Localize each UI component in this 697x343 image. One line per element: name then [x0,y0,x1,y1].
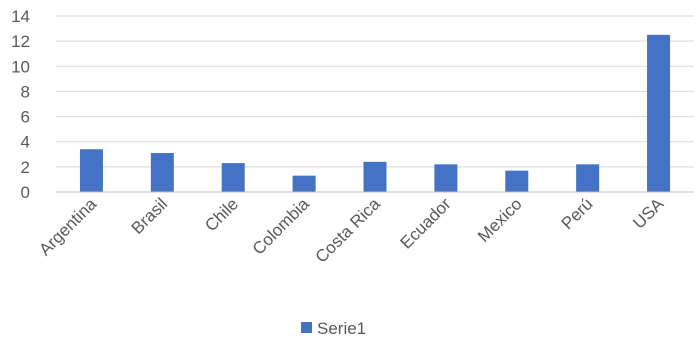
bar-perú [576,164,600,192]
y-tick-label-0: 0 [21,183,30,202]
x-tick-label-colombia: Colombia [249,194,314,259]
legend: Serie1 [301,319,366,338]
y-axis-tick-labels: 0 2 4 6 8 10 12 14 [11,7,30,202]
x-tick-label-argentina: Argentina [35,194,100,259]
bar-costa-rica [363,161,387,192]
x-tick-label-perú: Perú [558,194,597,233]
y-tick-label-6: 6 [21,108,30,127]
gridlines [56,15,694,168]
y-tick-label-10: 10 [11,57,30,76]
bar-usa [647,34,671,192]
x-tick-label-usa: USA [629,194,668,233]
x-tick-label-ecuador: Ecuador [397,194,455,252]
x-tick-label-mexico: Mexico [474,194,526,246]
x-tick-label-chile: Chile [201,194,242,235]
y-tick-label-2: 2 [21,158,30,177]
y-tick-label-14: 14 [11,7,30,26]
bar-chile [221,163,245,192]
bar-colombia [292,175,316,192]
bars [79,34,671,192]
bar-ecuador [434,164,458,192]
y-tick-label-12: 12 [11,32,30,51]
legend-label-serie1: Serie1 [317,319,366,338]
y-tick-label-4: 4 [21,133,30,152]
x-tick-label-costa-rica: Costa Rica [312,194,385,267]
y-tick-label-8: 8 [21,82,30,101]
x-tick-label-brasil: Brasil [128,194,171,237]
legend-swatch-serie1 [301,322,312,333]
bar-argentina [79,149,103,192]
bar-brasil [150,153,174,192]
bar-mexico [505,170,529,192]
